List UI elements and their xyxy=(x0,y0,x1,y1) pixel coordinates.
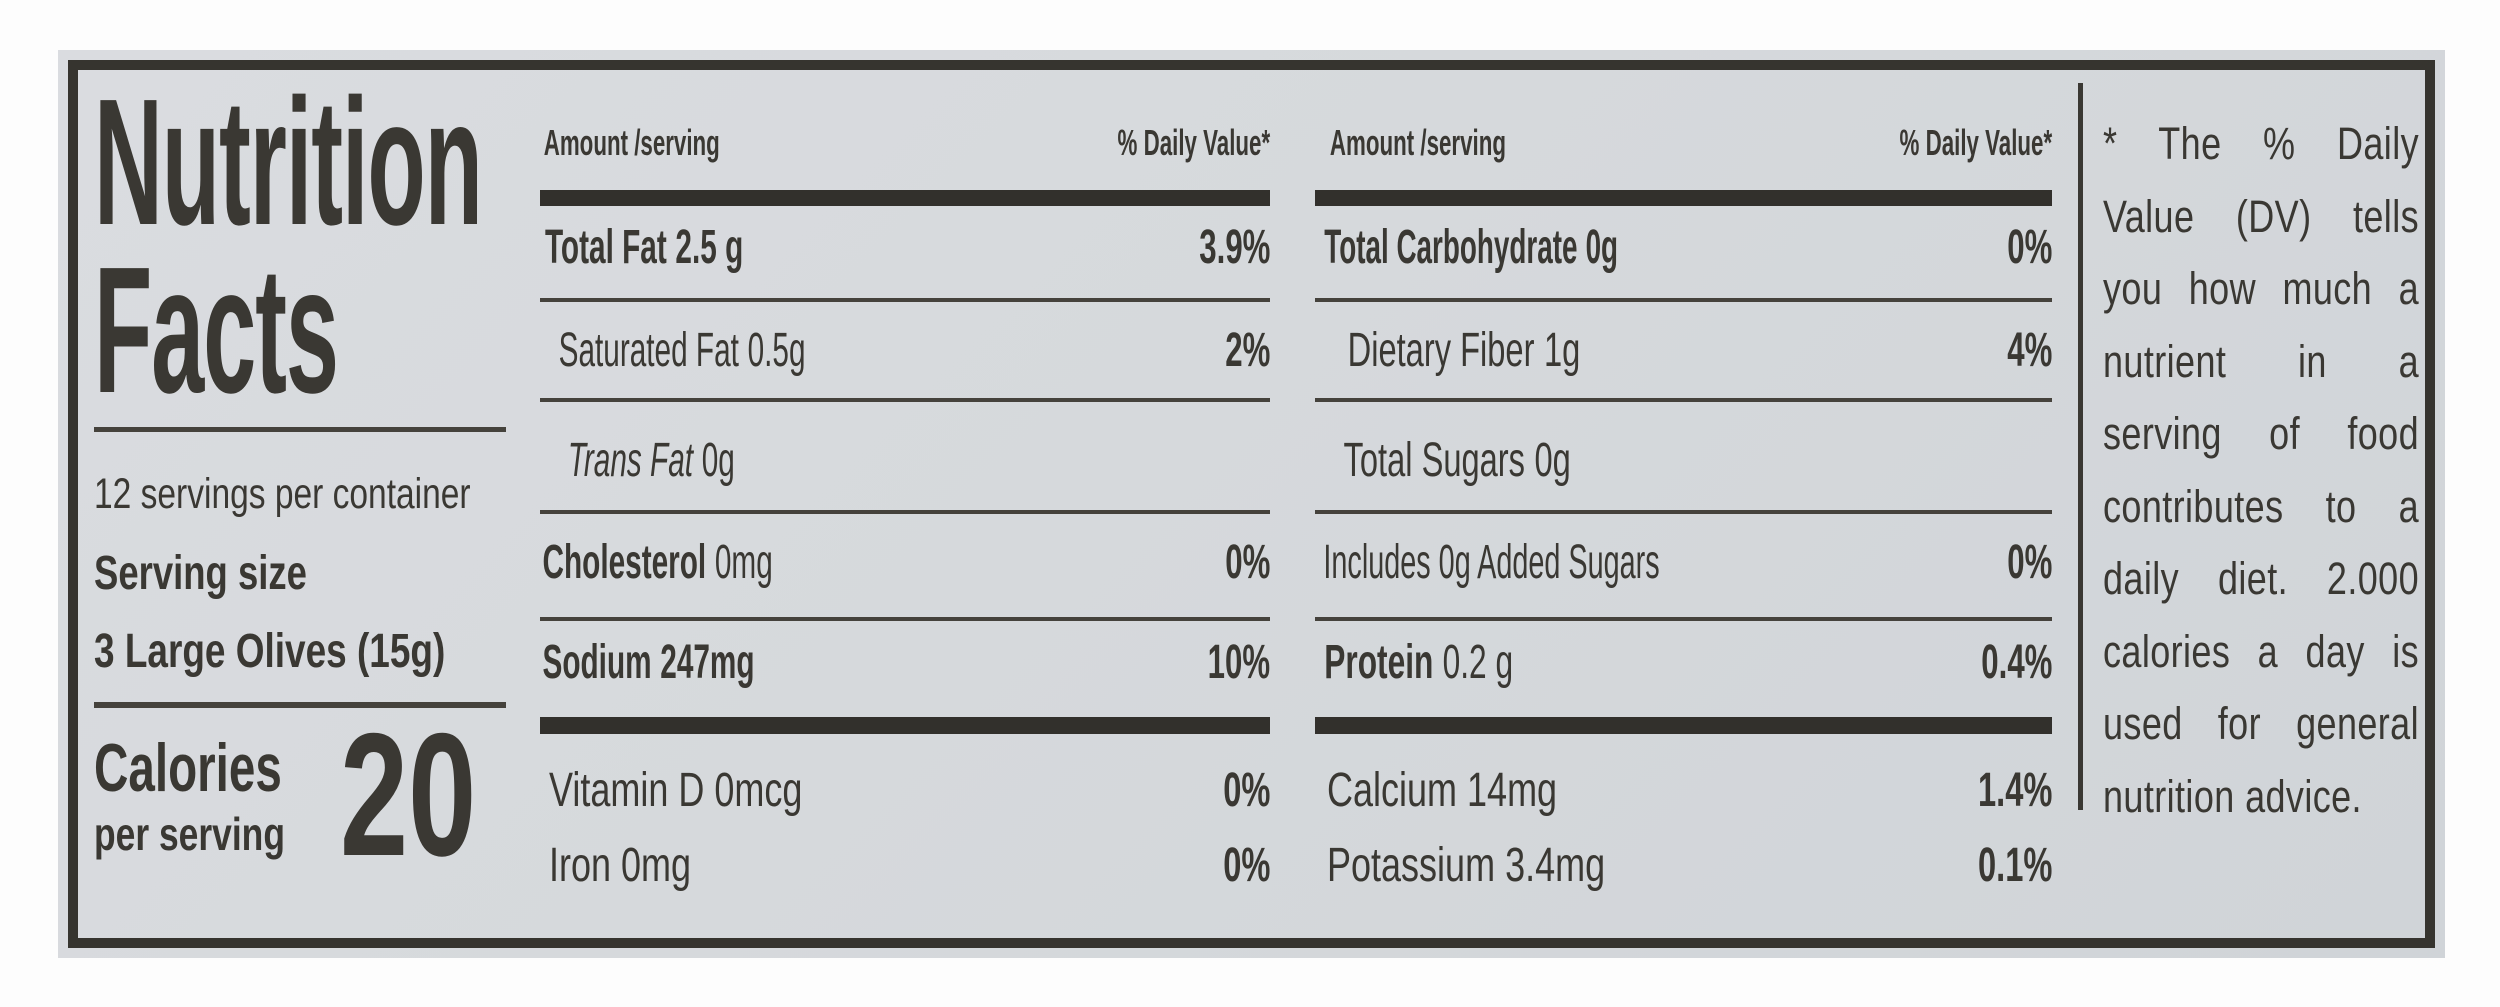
divider-above-calories xyxy=(94,702,506,708)
column1-header-bar xyxy=(540,190,1270,206)
nutrient-row-sodium: Sodium 247mg 10% xyxy=(540,627,1270,697)
nutrient-amount: 2.5 g xyxy=(675,220,744,274)
vitamin-row-iron: Iron 0mg 0% xyxy=(540,830,1270,900)
servings-per-container-text: 12 servings per container xyxy=(94,470,471,518)
serving-size-value: 3 Large Olives (15g) xyxy=(94,624,550,679)
nutrient-name: Trans Fat xyxy=(567,433,694,487)
nutrient-amount: 0g xyxy=(1585,220,1619,274)
serving-size-value-text: 3 Large Olives (15g) xyxy=(94,625,446,678)
label-title-line2: Facts xyxy=(94,241,554,421)
nutrient-name: Dietary Fiber xyxy=(1347,323,1535,377)
nutrient-dv: 10% xyxy=(1207,635,1270,689)
nutrient-dv: 0% xyxy=(2006,220,2052,274)
vitamin-name: Calcium 14mg xyxy=(1327,763,1558,817)
nutrient-amount: 0g xyxy=(701,433,735,487)
vitamin-row-vitamin-d: Vitamin D 0mcg 0% xyxy=(540,755,1270,825)
row-separator xyxy=(540,510,1270,514)
vitamin-name: Potassium 3.4mg xyxy=(1327,838,1606,892)
vitamin-dv: 0% xyxy=(1222,763,1270,817)
vitamin-row-potassium: Potassium 3.4mg 0.1% xyxy=(1315,830,2052,900)
row-separator xyxy=(1315,510,2052,514)
calories-sublabel: per serving xyxy=(94,807,342,861)
calories-label: Calories xyxy=(94,729,362,807)
title-text-facts: Facts xyxy=(94,230,339,431)
nutrient-amount: 0.2 g xyxy=(1442,635,1514,689)
nutrient-row-total-sugars: Total Sugars 0g xyxy=(1315,425,2052,495)
footnote: * The % Daily Value (DV) tells you how m… xyxy=(2103,108,2419,833)
row-separator xyxy=(1315,617,2052,621)
vitamin-row-calcium: Calcium 14mg 1.4% xyxy=(1315,755,2052,825)
nutrient-row-saturated-fat: Saturated Fat 0.5g 2% xyxy=(540,315,1270,385)
column2-header: Amount /serving % Daily Value* xyxy=(1315,108,2052,178)
nutrient-name: Sodium xyxy=(542,635,652,689)
column1-header-daily-value: % Daily Value* xyxy=(1117,122,1270,163)
vitamin-dv: 0.1% xyxy=(1977,838,2052,892)
divider-under-title xyxy=(94,427,506,432)
nutrient-name: Saturated Fat xyxy=(558,323,739,377)
nutrient-amount: 1g xyxy=(1543,323,1581,377)
serving-size-label-text: Serving size xyxy=(94,547,307,600)
nutrient-dv: 0% xyxy=(2006,535,2052,589)
nutrient-amount: 247mg xyxy=(660,635,755,689)
nutrient-dv: 0% xyxy=(1224,535,1270,589)
vitamin-dv: 1.4% xyxy=(1977,763,2052,817)
serving-size-label: Serving size xyxy=(94,546,374,601)
nutrient-dv: 0.4% xyxy=(1980,635,2052,689)
row-separator xyxy=(1315,298,2052,302)
column1-header-amount: Amount /serving xyxy=(543,122,720,163)
servings-per-container: 12 servings per container xyxy=(94,470,577,519)
nutrient-row-total-fat: Total Fat 2.5 g 3.9% xyxy=(540,212,1270,282)
column2-header-amount: Amount /serving xyxy=(1329,122,1506,163)
nutrient-dv: 3.9% xyxy=(1198,220,1270,274)
label-border xyxy=(68,60,2435,948)
nutrient-dv: 4% xyxy=(2006,323,2052,377)
row-separator xyxy=(1315,398,2052,402)
vitamin-name: Iron 0mg xyxy=(549,838,692,892)
column2-header-bar xyxy=(1315,190,2052,206)
title-text-nutrition: Nutrition xyxy=(94,62,483,263)
calories-value-text: 20 xyxy=(340,698,477,893)
nutrient-name: Total Carbohydrate xyxy=(1324,220,1578,274)
nutrient-name: Protein xyxy=(1324,635,1434,689)
nutrient-name: Total Sugars xyxy=(1343,433,1525,487)
nutrient-row-trans-fat: Trans Fat 0g xyxy=(540,425,1270,495)
nutrient-name: Includes 0g Added Sugars xyxy=(1323,535,1660,589)
calories-label-text: Calories xyxy=(94,730,282,806)
nutrient-name: Total Fat xyxy=(544,220,667,274)
label-paper: Nutrition Facts 12 servings per containe… xyxy=(58,50,2445,958)
nutrient-row-dietary-fiber: Dietary Fiber 1g 4% xyxy=(1315,315,2052,385)
nutrient-amount: 0.5g xyxy=(747,323,806,377)
vitamin-name: Vitamin D 0mcg xyxy=(549,763,803,817)
footnote-text: * The % Daily Value (DV) tells you how m… xyxy=(2103,118,2419,822)
nutrient-name: Cholesterol xyxy=(542,535,707,589)
nutrient-row-cholesterol: Cholesterol 0mg 0% xyxy=(540,527,1270,597)
label-title-line1: Nutrition xyxy=(94,73,826,253)
column1-header: Amount /serving % Daily Value* xyxy=(540,108,1270,178)
row-separator xyxy=(540,298,1270,302)
column1-vitamins-bar xyxy=(540,717,1270,734)
nutrient-row-total-carbohydrate: Total Carbohydrate 0g 0% xyxy=(1315,212,2052,282)
calories-sublabel-text: per serving xyxy=(94,808,285,860)
row-separator xyxy=(540,398,1270,402)
nutrient-row-protein: Protein 0.2 g 0.4% xyxy=(1315,627,2052,697)
nutrient-row-added-sugars: Includes 0g Added Sugars 0% xyxy=(1315,527,2052,597)
calories-value: 20 xyxy=(340,708,535,883)
row-separator xyxy=(540,617,1270,621)
nutrient-amount: 0mg xyxy=(714,535,773,589)
nutrient-amount: 0g xyxy=(1534,433,1571,487)
footnote-divider xyxy=(2078,83,2083,810)
vitamin-dv: 0% xyxy=(1222,838,1270,892)
column2-vitamins-bar xyxy=(1315,717,2052,734)
column2-header-daily-value: % Daily Value* xyxy=(1899,122,2052,163)
nutrient-dv: 2% xyxy=(1224,323,1270,377)
